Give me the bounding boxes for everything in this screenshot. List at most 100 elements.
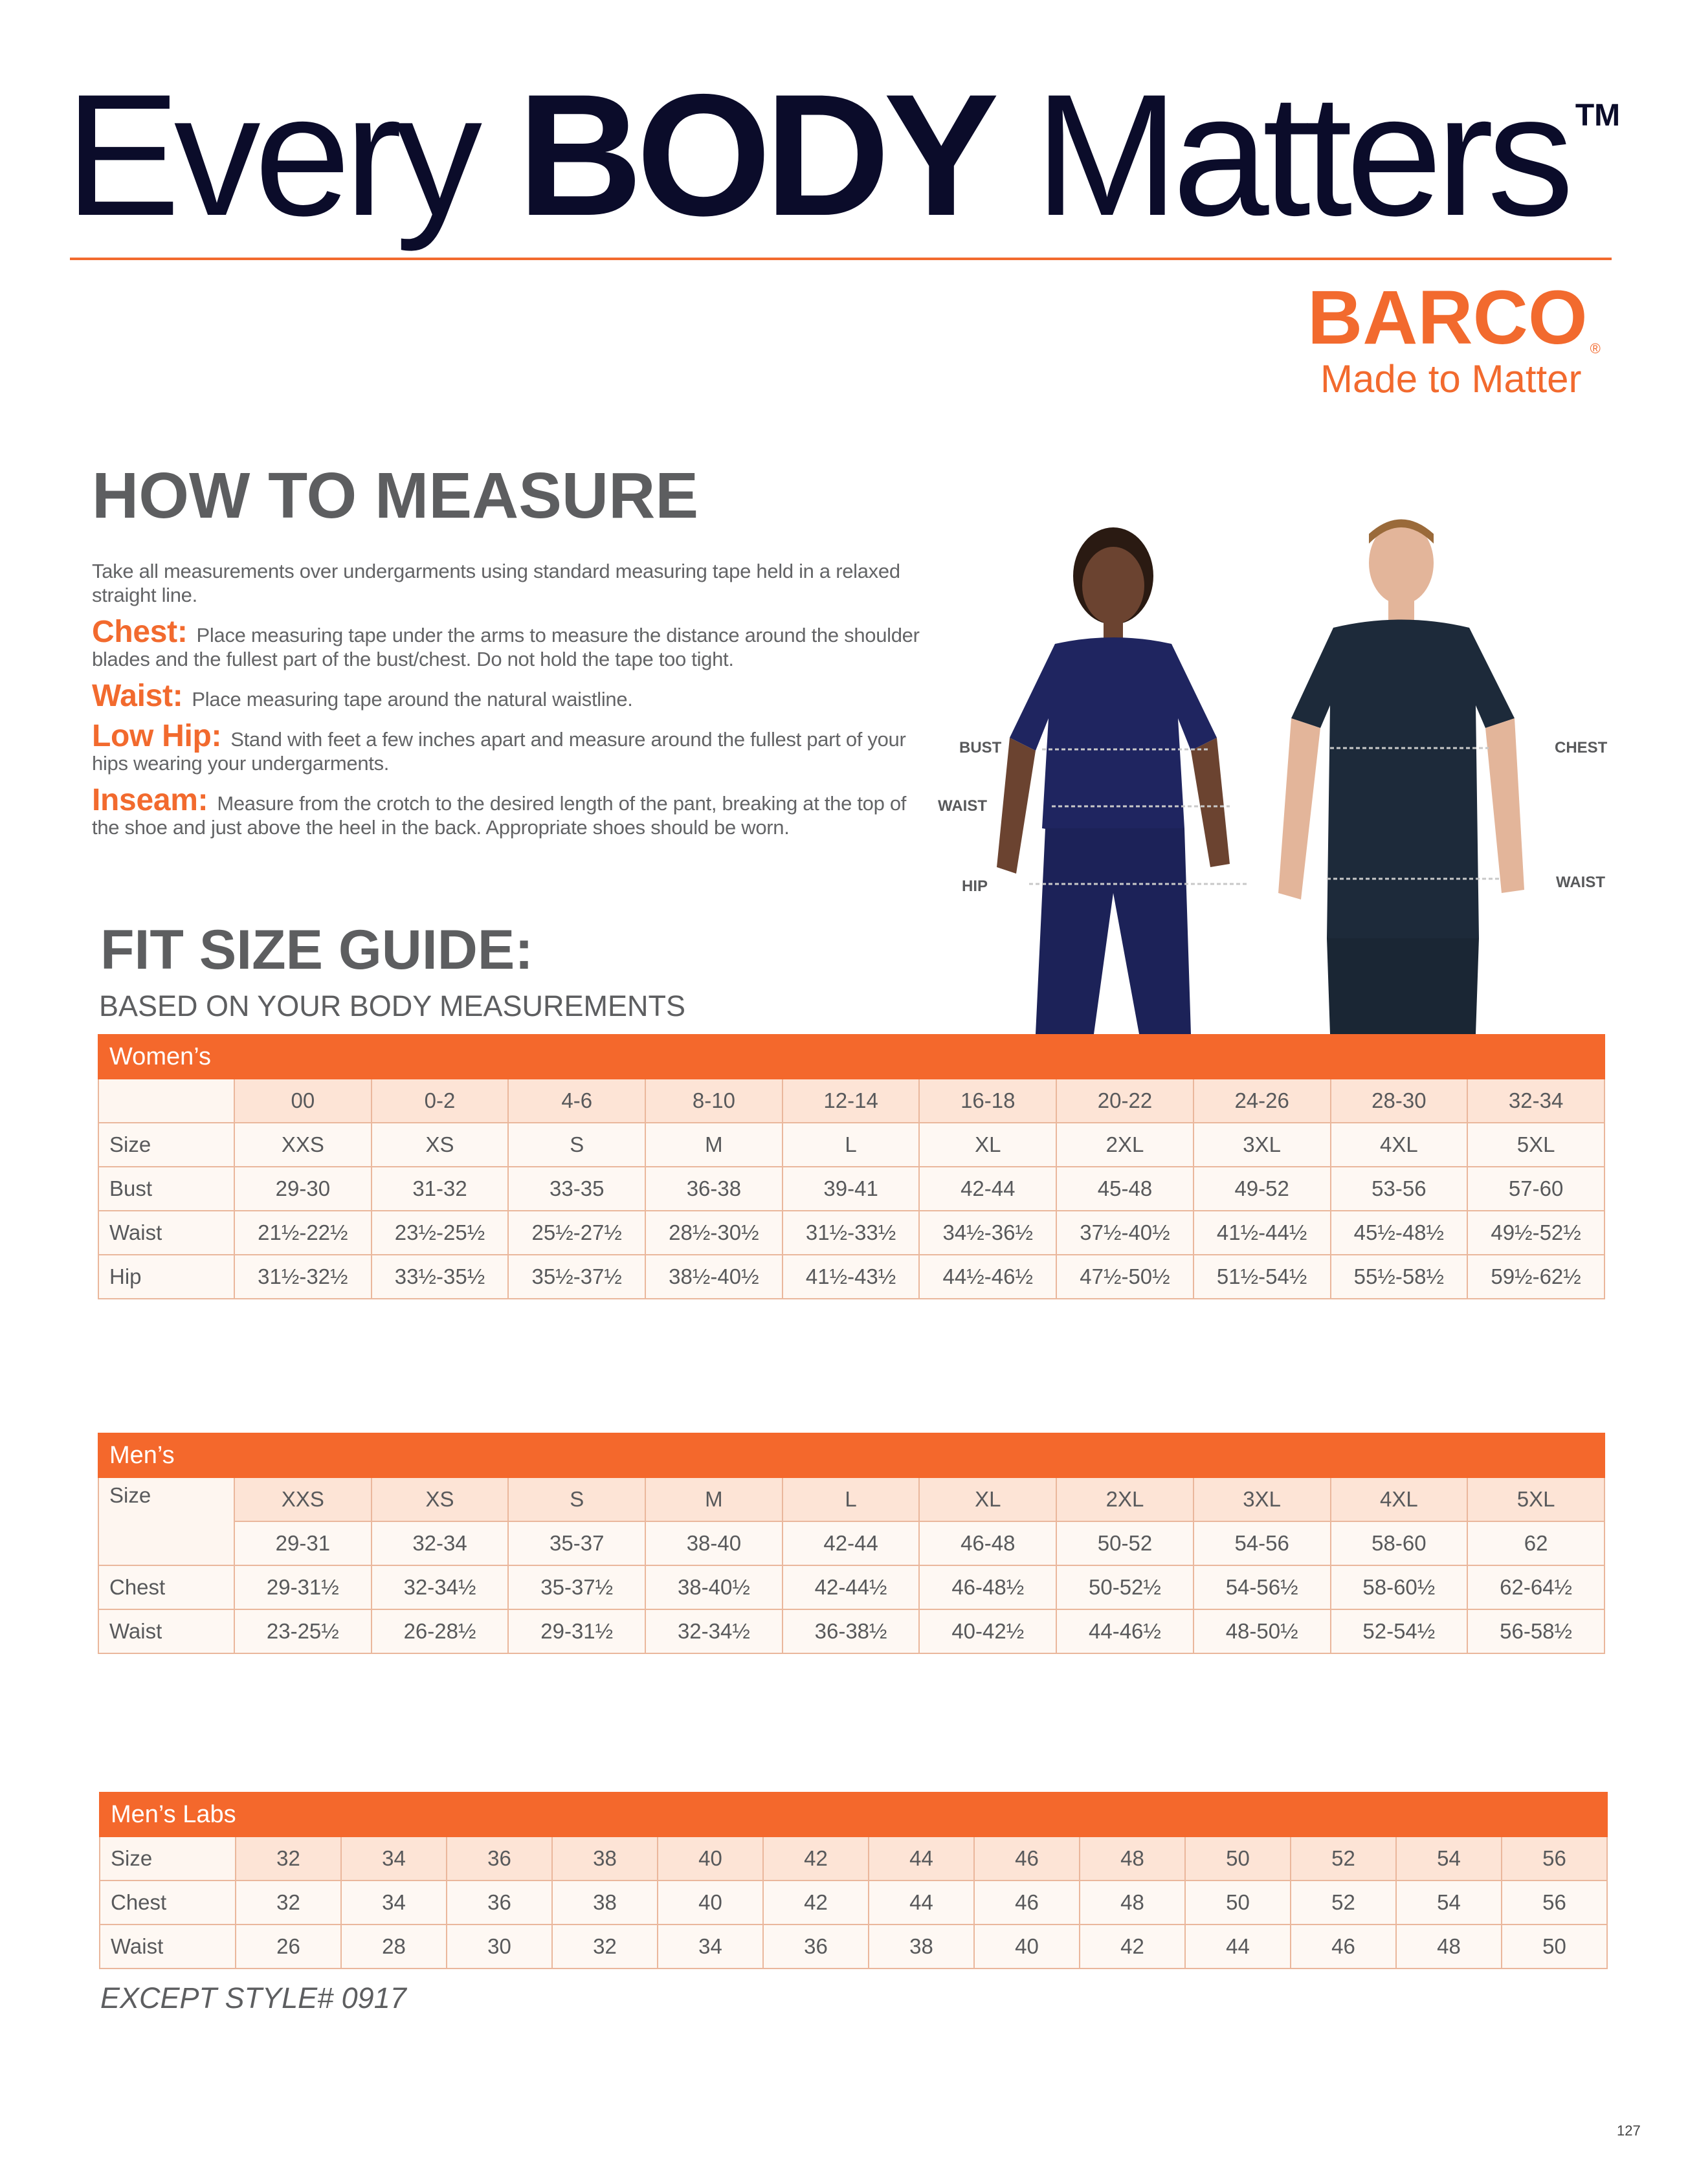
- table-cell: 44: [868, 1836, 975, 1881]
- table-cell: 32-34½: [645, 1609, 783, 1654]
- brand-tagline: Made to Matter: [1320, 357, 1582, 401]
- fit-size-guide-heading: FIT SIZE GUIDE:: [100, 919, 533, 981]
- table-cell: 34: [657, 1924, 764, 1969]
- table-cell: 55½-58½: [1329, 1254, 1469, 1299]
- table-cell: 31½-33½: [781, 1210, 920, 1255]
- table-cell: 40-42½: [918, 1609, 1058, 1654]
- table-cell: 4-6: [507, 1078, 647, 1123]
- table-cell: 34: [340, 1836, 447, 1881]
- table-cell: 46: [1290, 1924, 1397, 1969]
- table-cell: 4XL: [1329, 1477, 1469, 1522]
- table-cell: 42-44½: [781, 1565, 920, 1610]
- table-cell: M: [645, 1122, 783, 1167]
- table-row: Chest 32 34 36 38 40 42 44 46 48 50 52 54 56: [99, 1880, 1608, 1925]
- title-matters: Matters: [1034, 58, 1574, 252]
- inseam-instruction: Inseam: Measure from the crotch to the de…: [92, 785, 924, 839]
- man-model: [1278, 519, 1524, 1034]
- table-cell: 35-37½: [507, 1565, 647, 1610]
- table-cell: 56: [1501, 1880, 1608, 1925]
- table-cell: 28½-30½: [645, 1210, 783, 1255]
- table-cell: 12-14: [781, 1078, 920, 1123]
- mens_labs-table-title: Men’s Labs: [99, 1792, 1608, 1837]
- table-cell: 39-41: [781, 1166, 920, 1211]
- table-cell: 46-48: [918, 1521, 1058, 1566]
- table-cell: 33-35: [507, 1166, 647, 1211]
- table-cell: XS: [370, 1122, 509, 1167]
- table-cell: 44: [868, 1880, 975, 1925]
- title-body: BODY: [517, 58, 999, 252]
- table-cell: 59½-62½: [1467, 1254, 1605, 1299]
- trademark: TM: [1575, 98, 1621, 133]
- row-label: Bust: [98, 1166, 235, 1211]
- table-cell: 21½-22½: [234, 1210, 372, 1255]
- table-cell: 3XL: [1192, 1477, 1331, 1522]
- title-divider: [70, 258, 1612, 260]
- table-cell: 42: [762, 1880, 869, 1925]
- table-cell: S: [507, 1477, 647, 1522]
- table-cell: 36: [762, 1924, 869, 1969]
- table-cell: 32-34½: [370, 1565, 509, 1610]
- table-cell: 62-64½: [1467, 1565, 1605, 1610]
- table-cell: 35-37: [507, 1521, 647, 1566]
- table-cell: 46-48½: [918, 1565, 1058, 1610]
- fit-size-guide-subtitle: BASED ON YOUR BODY MEASUREMENTS: [99, 989, 686, 1022]
- intro-text: Take all measurements over undergarments…: [92, 560, 900, 606]
- table-cell: 44-46½: [1056, 1609, 1194, 1654]
- table-cell: 36-38: [645, 1166, 783, 1211]
- table-cell: 26-28½: [370, 1609, 509, 1654]
- table-cell: 23-25½: [234, 1609, 372, 1654]
- table-cell: 20-22: [1056, 1078, 1194, 1123]
- row-label: Chest: [99, 1880, 236, 1925]
- table-cell: 29-31½: [234, 1565, 372, 1610]
- table-cell: 58-60½: [1329, 1565, 1469, 1610]
- table-cell: 38-40: [645, 1521, 783, 1566]
- table-cell: 51½-54½: [1192, 1254, 1331, 1299]
- table-row: Waist 21½-22½ 23½-25½ 25½-27½ 28½-30½ 31½-33½…: [98, 1210, 1605, 1255]
- table-cell: 38½-40½: [645, 1254, 783, 1299]
- table-cell: 40: [657, 1836, 764, 1881]
- table-cell: 48: [1395, 1924, 1502, 1969]
- table-cell: 41½-43½: [781, 1254, 920, 1299]
- table-cell: 42-44: [781, 1521, 920, 1566]
- table-cell: 52: [1290, 1880, 1397, 1925]
- table-cell: 5XL: [1467, 1122, 1605, 1167]
- table-cell: 0-2: [370, 1078, 509, 1123]
- table-cell: 45½-48½: [1329, 1210, 1469, 1255]
- waist-label-woman: WAIST: [938, 797, 987, 815]
- table-cell: 31½-32½: [234, 1254, 372, 1299]
- table-cell: 2XL: [1056, 1122, 1194, 1167]
- table-cell: 56: [1501, 1836, 1608, 1881]
- table-cell: 34: [340, 1880, 447, 1925]
- table-cell: 48-50½: [1192, 1609, 1331, 1654]
- mens-size-table: Men’s Size XXS XS S M L XL 2XL 3XL 4XL 5XL 29-31 32-3…: [98, 1433, 1605, 1654]
- table-cell: 46: [973, 1880, 1080, 1925]
- womens-table-title: Women’s: [98, 1034, 1605, 1079]
- low-hip-text: Stand with feet a few inches apart and m…: [92, 728, 906, 775]
- row-label: Size: [98, 1122, 235, 1167]
- table-cell: 24-26: [1192, 1078, 1331, 1123]
- woman-model: [997, 527, 1230, 1034]
- table-cell: XXS: [234, 1477, 372, 1522]
- table-cell: 00: [234, 1078, 372, 1123]
- table-cell: 23½-25½: [370, 1210, 509, 1255]
- table-cell: 54: [1395, 1836, 1502, 1881]
- table-row: Hip 31½-32½ 33½-35½ 35½-37½ 38½-40½ 41½-43½ 44…: [98, 1254, 1605, 1299]
- table-cell: 33½-35½: [370, 1254, 509, 1299]
- waist-text: Place measuring tape around the natural …: [192, 688, 633, 711]
- inseam-label: Inseam:: [92, 783, 208, 817]
- table-cell: 32: [235, 1836, 342, 1881]
- page-number: 127: [1617, 2123, 1641, 2139]
- table-cell: 32-34: [370, 1521, 509, 1566]
- table-cell: 34½-36½: [918, 1210, 1058, 1255]
- table-cell: 38: [551, 1880, 658, 1925]
- table-cell: 42: [762, 1836, 869, 1881]
- table-cell: 40: [973, 1924, 1080, 1969]
- page-title: Every BODY Matters TM: [65, 68, 1620, 241]
- table-cell: 48: [1079, 1836, 1186, 1881]
- table-row: Size XXS XS S M L XL 2XL 3XL 4XL 5XL: [98, 1477, 1605, 1566]
- table-cell: 50: [1184, 1880, 1291, 1925]
- table-cell: 38: [868, 1924, 975, 1969]
- table-cell: 42-44: [918, 1166, 1058, 1211]
- table-cell: 32: [551, 1924, 658, 1969]
- table-cell: 5XL: [1467, 1477, 1605, 1522]
